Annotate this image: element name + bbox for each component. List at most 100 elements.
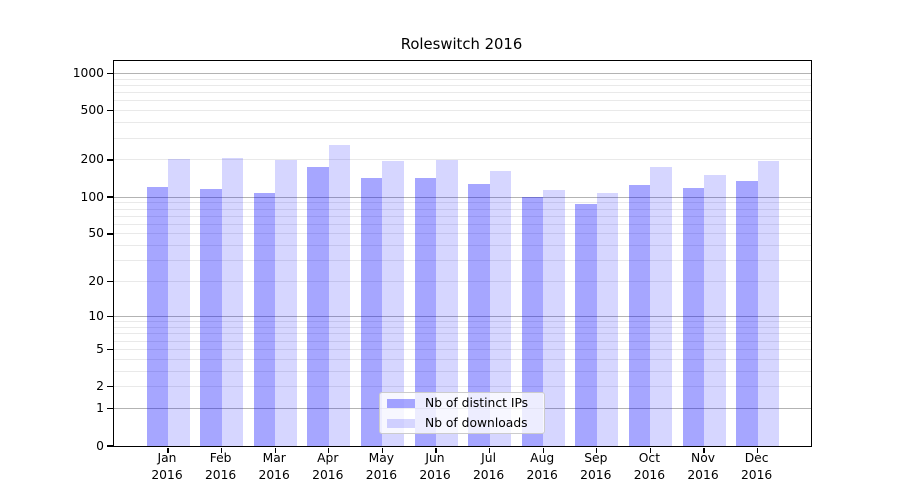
y-tick (106, 315, 113, 318)
x-tick-label: Aug 2016 (526, 451, 558, 482)
gridline-minor (114, 92, 811, 94)
x-tick (542, 447, 544, 453)
y-tick (106, 407, 113, 410)
gridline-minor (114, 215, 811, 217)
bar-distinct-ips (736, 181, 758, 446)
gridline-minor (114, 386, 811, 388)
x-tick (435, 447, 437, 453)
bar-downloads (436, 160, 458, 446)
legend-item-downloads: Nb of downloads (387, 413, 544, 433)
gridline-minor (114, 223, 811, 225)
gridline-minor (114, 370, 811, 372)
gridline-minor (114, 110, 811, 112)
bar-downloads (382, 161, 404, 446)
bar-downloads (221, 157, 244, 446)
bar-downloads (704, 175, 726, 446)
legend-label-distinct-ips: Nb of distinct IPs (425, 396, 529, 410)
y-tick-label: 200 (80, 152, 104, 167)
y-tick-label: 1000 (72, 65, 104, 80)
plot-area (106, 60, 812, 453)
bar-distinct-ips (521, 197, 544, 446)
y-tick (106, 196, 113, 198)
bar-distinct-ips (628, 185, 651, 446)
gridline-minor (114, 340, 811, 342)
legend-swatch-distinct-ips-icon (387, 398, 415, 408)
x-tick-label: Jun 2016 (419, 451, 451, 482)
x-tick (596, 447, 598, 453)
y-tick-label: 2 (96, 379, 104, 394)
x-tick-label: Feb 2016 (204, 451, 237, 482)
x-tick-label: Sep 2016 (580, 451, 612, 482)
y-tick (106, 281, 113, 283)
x-tick (274, 447, 276, 453)
bar-distinct-ips (414, 178, 436, 446)
y-tick (106, 348, 113, 351)
y-tick-label: 50 (88, 226, 104, 241)
x-tick (703, 447, 705, 453)
gridline-minor (114, 233, 811, 235)
gridline-minor (114, 333, 811, 335)
bar-distinct-ips (253, 192, 276, 446)
gridline-minor (114, 281, 811, 283)
bar-downloads (596, 192, 619, 446)
bar-downloads (543, 189, 565, 446)
y-tick-label: 100 (80, 189, 104, 204)
bar-downloads (328, 144, 351, 446)
x-tick (328, 447, 330, 453)
y-tick-label: 10 (88, 309, 104, 324)
y-tick (106, 445, 113, 447)
legend: Nb of distinct IPs Nb of downloads (379, 392, 545, 434)
x-tick (167, 447, 169, 453)
gridline-minor (114, 321, 811, 323)
bar-distinct-ips (468, 183, 490, 446)
bar-distinct-ips (146, 187, 168, 446)
gridline-major (114, 316, 811, 318)
gridline-minor (114, 202, 811, 204)
y-tick-label: 0 (96, 438, 104, 453)
gridline-minor (114, 208, 811, 210)
x-tick-label: Oct 2016 (633, 451, 666, 482)
gridline-minor (114, 260, 811, 262)
legend-item-distinct-ips: Nb of distinct IPs (387, 393, 544, 413)
bar-downloads (275, 160, 297, 446)
y-tick (106, 110, 113, 112)
y-tick (106, 233, 113, 235)
gridline-minor (114, 358, 811, 360)
y-tick (106, 386, 113, 388)
x-tick (381, 447, 384, 453)
gridline-minor (114, 327, 811, 328)
y-tick-label: 500 (80, 103, 104, 118)
x-tick-label: May 2016 (365, 451, 398, 482)
x-tick-label: Jan 2016 (151, 451, 183, 482)
legend-label-downloads: Nb of downloads (425, 416, 528, 430)
bar-distinct-ips (200, 189, 222, 446)
bar-distinct-ips (307, 166, 329, 446)
gridline-major (114, 72, 811, 74)
legend-swatch-downloads-icon (387, 418, 415, 428)
x-tick (220, 447, 223, 453)
x-tick-label: Jul 2016 (472, 451, 505, 482)
gridline-minor (114, 100, 811, 102)
gridline-minor (114, 78, 811, 80)
gridline-minor (114, 122, 811, 124)
bar-distinct-ips (682, 188, 704, 446)
x-tick-label: Nov 2016 (687, 451, 719, 482)
gridline-minor (114, 159, 811, 161)
bar-distinct-ips (575, 203, 597, 446)
x-tick-label: Apr 2016 (312, 451, 344, 482)
y-tick-label: 1 (96, 401, 104, 416)
bar-downloads (757, 160, 780, 446)
x-tick-label: Mar 2016 (258, 451, 290, 482)
y-tick (106, 159, 113, 161)
chart-title: Roleswitch 2016 (400, 36, 523, 53)
bar-downloads (489, 170, 512, 446)
bar-downloads (168, 158, 190, 446)
x-tick-label: Dec 2016 (740, 451, 773, 482)
gridline-minor (114, 348, 811, 350)
y-tick-label: 20 (88, 274, 104, 289)
gridline-minor (114, 245, 811, 247)
gridline-major (114, 196, 811, 198)
bar-distinct-ips (360, 177, 383, 446)
gridline-minor (114, 137, 811, 139)
